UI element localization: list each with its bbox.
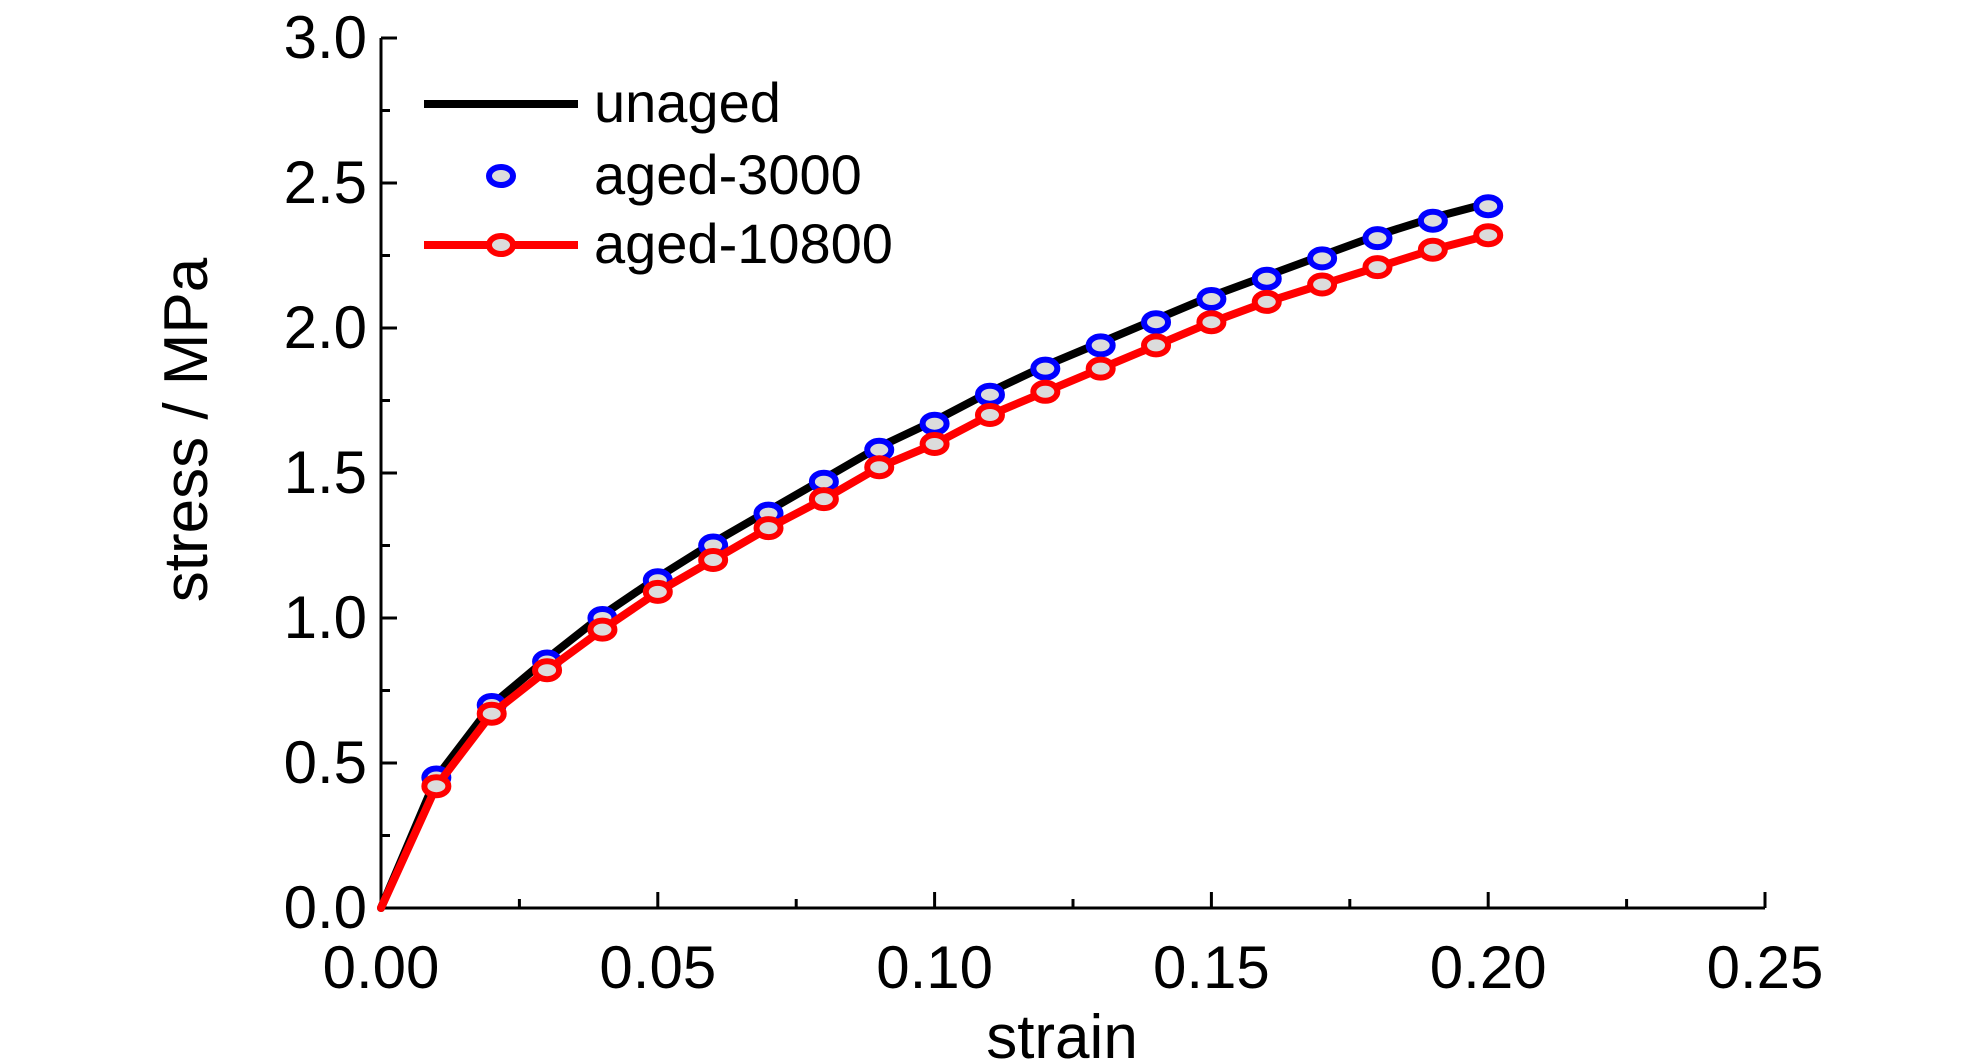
x-tick-label: 0.00 [323, 934, 440, 1001]
x-axis-title: strain [986, 1003, 1138, 1063]
data-point [1196, 310, 1227, 335]
data-point [974, 382, 1005, 407]
data-point [1085, 356, 1116, 381]
series-line [377, 231, 1493, 912]
x-tick-label: 0.25 [1707, 934, 1824, 1001]
series-line [377, 199, 1493, 912]
legend-label: aged-3000 [594, 143, 862, 206]
x-tick-label: 0.10 [876, 934, 993, 1001]
y-axis-ticks: 0.0 0.5 1.0 1.5 2.0 2.5 3.0 [284, 4, 397, 941]
data-point [1196, 287, 1227, 311]
data-point [1362, 226, 1393, 251]
y-tick-label: 1.5 [284, 439, 367, 506]
axes [379, 38, 1765, 910]
data-point [808, 487, 839, 512]
data-point [587, 617, 618, 642]
y-axis-title: stress / MPa [152, 257, 221, 602]
data-point [1030, 379, 1061, 404]
data-point [1030, 356, 1061, 381]
data-point [421, 774, 452, 799]
data-point [919, 432, 950, 456]
data-point [698, 548, 729, 572]
y-tick-label: 2.5 [284, 149, 367, 216]
y-tick-label: 3.0 [284, 4, 367, 71]
y-tick-label: 0.5 [284, 729, 367, 796]
legend-marker [486, 233, 516, 257]
data-point [1141, 333, 1172, 358]
series-aged-3000 [421, 194, 1504, 790]
data-point [1251, 266, 1282, 291]
data-point [1473, 194, 1504, 219]
data-point [753, 516, 784, 541]
legend-label: aged-10800 [594, 212, 893, 275]
legend-item: aged-3000 [486, 143, 862, 206]
data-point [476, 701, 507, 726]
data-point [1417, 208, 1448, 233]
series-unaged [377, 199, 1493, 912]
y-tick-label: 2.0 [284, 294, 367, 361]
data-point [919, 411, 950, 436]
x-axis-ticks: 0.00 0.05 0.10 0.15 0.20 0.25 [323, 892, 1824, 1001]
series-layer [377, 194, 1504, 912]
data-point [1251, 289, 1282, 314]
data-point [1473, 223, 1504, 248]
data-point [1307, 272, 1338, 297]
x-tick-label: 0.05 [599, 934, 716, 1001]
legend-item: aged-10800 [424, 212, 893, 275]
data-point [1307, 246, 1338, 271]
y-tick-label: 1.0 [284, 584, 367, 651]
series-aged-10800 [377, 223, 1504, 912]
legend-label: unaged [594, 71, 781, 134]
legend-marker [486, 164, 516, 188]
data-point [974, 403, 1005, 427]
legend-item: unaged [424, 71, 781, 134]
x-tick-label: 0.15 [1153, 934, 1270, 1001]
data-point [864, 455, 895, 480]
x-tick-label: 0.20 [1430, 934, 1547, 1001]
data-point [1362, 255, 1393, 280]
data-point [1085, 333, 1116, 358]
data-point [532, 658, 563, 683]
data-point [642, 579, 673, 604]
data-point [1417, 237, 1448, 262]
y-tick-label: 0.0 [284, 874, 367, 941]
data-point [1141, 310, 1172, 335]
